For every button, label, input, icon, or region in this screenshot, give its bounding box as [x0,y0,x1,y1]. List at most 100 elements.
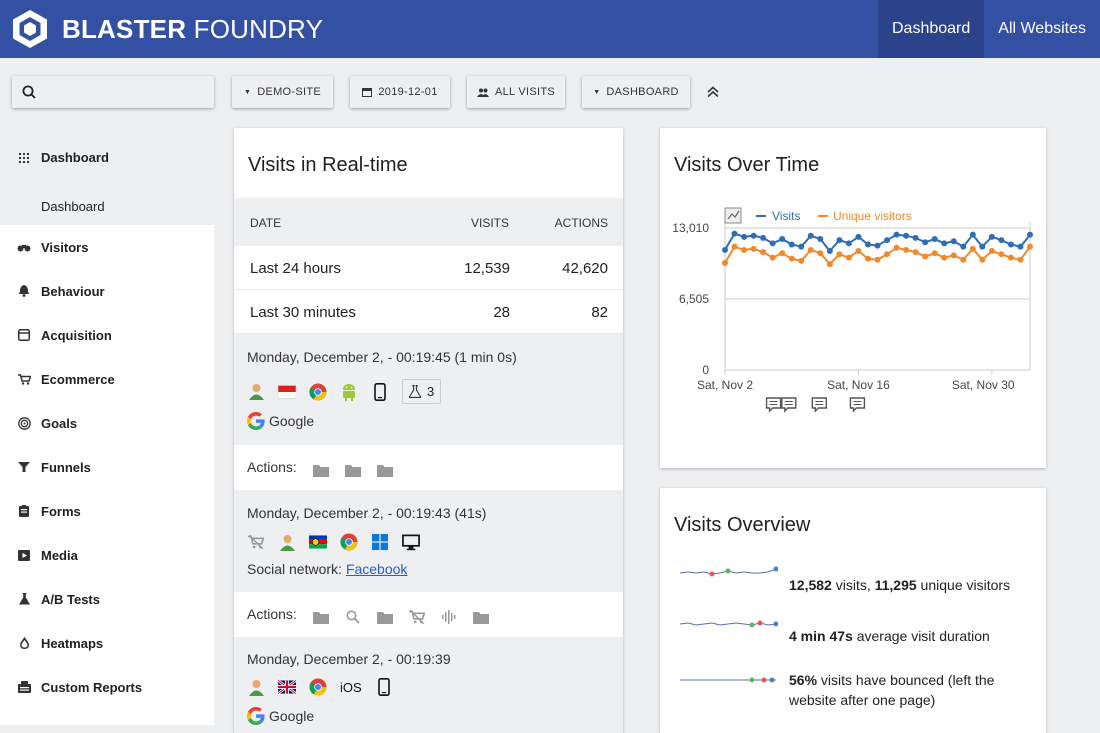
annotation-icon[interactable] [765,397,782,413]
data-point-visits [903,232,910,239]
sidebar-item-forms[interactable]: Forms [0,489,214,533]
widget-title: Visits in Real-time [248,154,408,176]
indonesia-flag-icon [278,383,296,401]
chrome-icon [309,383,327,401]
overview-visits-text: 12,582 visits, 11,295 unique visitors [789,575,1010,595]
cart-cancelled-icon[interactable] [408,608,426,626]
brand-light: FOUNDRY [193,14,324,44]
legend-unique-visitors[interactable]: Unique visitors [833,209,912,223]
sidebar-item-heatmaps[interactable]: Heatmaps [0,621,214,665]
search-icon[interactable] [344,608,362,626]
data-point-visits [769,240,776,247]
data-point-visits [855,233,862,240]
visit-entry[interactable]: Monday, December 2, - 00:19:45 (1 min 0s… [234,334,623,445]
target-icon [16,415,32,431]
sidebar-item-funnels[interactable]: Funnels [0,445,214,489]
site-selector-button[interactable]: ▼ DEMO-SITE [232,76,333,108]
returning-visitor-icon [278,533,296,551]
brand-name[interactable]: BLASTER FOUNDRY [62,14,323,45]
segment-selector-label: ALL VISITS [494,86,556,98]
flask-icon [409,385,421,398]
google-icon [247,412,265,430]
sidebar-item-label: Goals [41,415,78,431]
sidebar-subitem-dashboard[interactable]: Dashboard [0,187,214,225]
folder-icon[interactable] [312,461,330,479]
sidebar-item-label: Behaviour [41,283,105,299]
overview-visits-row: 12,582 visits, 11,295 unique visitors [678,566,1038,597]
date-selector-button[interactable]: 2019-12-01 [350,76,450,108]
data-point-unique-visitors [969,245,976,252]
sidebar-item-goals[interactable]: Goals [0,401,214,445]
data-point-visits [1027,231,1033,238]
cart-icon [16,371,32,387]
data-point-unique-visitors [741,246,748,253]
sidebar-item-behaviour[interactable]: Behaviour [0,269,214,313]
sidebar-item-acquisition[interactable]: Acquisition [0,313,214,357]
folder-icon[interactable] [344,461,362,479]
data-point-unique-visitors [731,243,738,250]
search-input[interactable] [12,76,214,108]
overview-bounce-suffix: visits have bounced (left the website af… [789,672,995,708]
annotation-icon[interactable] [811,397,828,413]
top-bar: BLASTER FOUNDRY Dashboard All Websites [0,0,1100,58]
column-date: DATE [250,216,282,230]
dashboard-selector-button[interactable]: ▼ DASHBOARD [582,76,690,108]
legend-visits[interactable]: Visits [772,209,800,223]
visits-sparkline[interactable] [678,565,778,581]
collapse-up-icon[interactable] [704,83,722,101]
folder-icon[interactable] [376,461,394,479]
x-tick-label: Sat, Nov 16 [827,378,890,392]
segment-selector-button[interactable]: ALL VISITS [467,76,565,108]
sidebar-item-label: Ecommerce [41,371,115,387]
data-point-visits [941,240,948,247]
x-tick-label: Sat, Nov 2 [697,378,753,392]
visit-actions: Actions: [234,446,623,489]
bounce-sparkline[interactable] [678,672,778,688]
top-nav: Dashboard All Websites [877,0,1100,58]
data-point-unique-visitors [903,246,910,253]
folder-icon[interactable] [376,608,394,626]
annotation-icon[interactable] [781,397,797,413]
data-point-visits [931,236,938,243]
visit-referrer: Google [247,412,314,430]
folder-icon[interactable] [472,608,490,626]
duration-sparkline[interactable] [678,616,778,632]
sidebar-item-media[interactable]: Media [0,533,214,577]
data-point-visits [760,234,767,241]
y-tick-label: 13,010 [672,221,709,235]
overview-visits-count: 12,582 [789,577,832,593]
folder-icon[interactable] [312,608,330,626]
sidebar-item-dashboard[interactable]: Dashboard [0,128,214,187]
data-point-visits [779,236,786,243]
binoculars-icon [16,239,32,255]
nav-dashboard[interactable]: Dashboard [877,0,985,58]
row-label: Last 30 minutes [250,304,356,321]
visits-line-chart[interactable]: 13,010 6,505 0 Sat, Nov 2 Sat, Nov 16 Sat, N… [660,198,1046,428]
data-point-unique-visitors [960,256,967,263]
experiments-count: 3 [427,384,435,399]
sidebar-item-visitors[interactable]: Visitors [0,225,214,269]
annotation-icon[interactable] [849,397,866,413]
date-selector-label: 2019-12-01 [378,86,438,98]
data-point-visits [969,231,976,238]
experiments-badge[interactable]: 3 [402,379,442,404]
visit-entry[interactable]: Monday, December 2, - 00:19:39 iOS Googl… [234,637,623,733]
data-point-visits [731,230,738,237]
row-label: Last 24 hours [250,260,341,277]
x-tick-label: Sat, Nov 30 [952,378,1015,392]
referrer-link-facebook[interactable]: Facebook [345,561,408,577]
android-icon [340,383,358,401]
sidebar-item-custom-reports[interactable]: Custom Reports [0,665,214,709]
overview-bounce-rate: 56% [789,672,818,688]
clipboard-icon [16,503,32,519]
data-point-visits [979,243,986,250]
visit-entry[interactable]: Monday, December 2, - 00:19:43 (41s) Soc… [234,490,623,592]
audio-wave-icon[interactable] [440,608,458,626]
data-point-visits [798,243,805,250]
blaster-foundry-logo-icon[interactable] [10,9,50,49]
data-point-unique-visitors [979,256,986,263]
nav-all-websites[interactable]: All Websites [998,20,1086,37]
data-point-visits [884,237,891,244]
sidebar-item-ab-tests[interactable]: A/B Tests [0,577,214,621]
sidebar-item-ecommerce[interactable]: Ecommerce [0,357,214,401]
